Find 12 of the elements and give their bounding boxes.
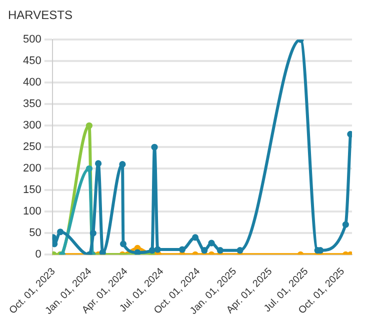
y-tick-label: 0 <box>35 248 42 261</box>
y-tick-label: 350 <box>23 98 42 110</box>
y-tick-label: 450 <box>23 55 42 68</box>
y-tick-label: 500 <box>23 34 42 46</box>
y-tick-label: 300 <box>23 120 42 132</box>
chart-title: HARVESTS <box>8 8 74 22</box>
y-tick-label: 150 <box>23 184 42 196</box>
y-tick-label: 200 <box>23 162 42 175</box>
y-tick-label: 100 <box>23 206 42 218</box>
y-tick-label: 50 <box>29 227 42 240</box>
y-tick-label: 400 <box>23 76 42 89</box>
y-tick-label: 250 <box>23 141 42 154</box>
